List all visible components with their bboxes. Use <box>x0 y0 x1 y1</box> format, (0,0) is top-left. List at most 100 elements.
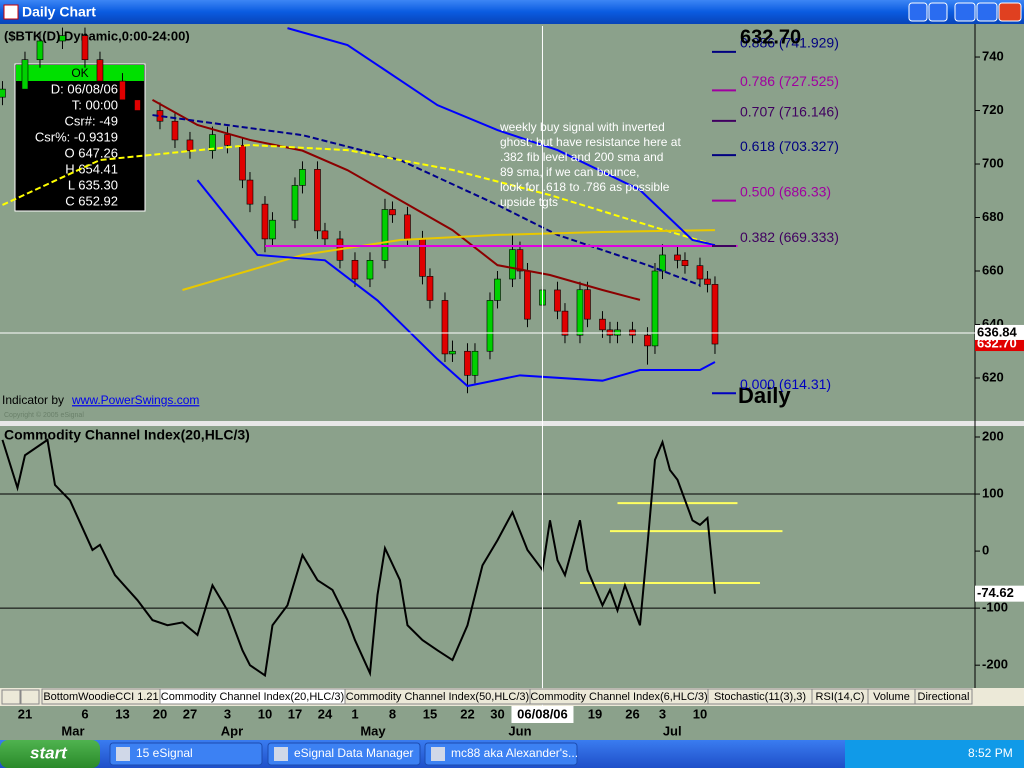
x-tick-label: 6 <box>81 706 88 721</box>
x-tick-label: 26 <box>625 706 639 721</box>
x-tick-label: 06/08/06 <box>517 706 568 721</box>
candle-body <box>314 169 321 232</box>
x-tick-label: 3 <box>659 706 666 721</box>
system-tray <box>845 740 1024 768</box>
annotation-line: ghost; but have resistance here at <box>500 135 681 149</box>
candle-body <box>21 59 29 90</box>
chart-title: ($BTK(D) Dynamic,0:00-24:00) <box>4 28 190 43</box>
x-tick-label: 8 <box>389 706 396 721</box>
month-label: Mar <box>61 723 84 738</box>
y-tick-label: 660 <box>982 262 1004 277</box>
x-tick-label: 22 <box>460 706 474 721</box>
taskbar-item[interactable] <box>267 742 421 766</box>
candle-body <box>584 289 591 320</box>
data-window-header <box>16 65 144 81</box>
candle-body <box>269 219 276 240</box>
taskbar-item-label[interactable]: 15 eSignal <box>136 746 193 760</box>
cursor-price-label: 636.84 <box>977 324 1018 339</box>
minimize-button[interactable] <box>954 2 976 22</box>
candle-body <box>681 260 689 266</box>
taskbar-item[interactable] <box>109 742 263 766</box>
y-tick-label: 100 <box>982 485 1004 500</box>
tab-label[interactable]: RSI(14,C) <box>816 691 865 703</box>
candle-body <box>209 134 216 151</box>
candle-body <box>494 278 501 301</box>
x-tick-label: 20 <box>153 706 167 721</box>
y-tick-label: 0 <box>982 543 989 558</box>
y-tick-label: 720 <box>982 102 1004 117</box>
tab-label[interactable]: Commodity Channel Index(6,HLC/3) <box>530 691 707 703</box>
candle-body <box>441 300 449 355</box>
tab-label[interactable]: BottomWoodieCCI 1.21 <box>43 691 158 703</box>
taskbar-icon[interactable] <box>274 747 288 761</box>
taskbar-icon[interactable] <box>116 747 130 761</box>
cci-line <box>1 438 716 678</box>
candle-body <box>524 270 531 320</box>
copyright: Copyright © 2005 eSignal <box>4 411 84 419</box>
y-tick-label: 700 <box>982 155 1004 170</box>
month-label: May <box>360 723 386 738</box>
window-title: Daily Chart <box>22 4 96 20</box>
candle-body <box>119 80 126 101</box>
candle-body <box>134 99 141 111</box>
candle-body <box>561 310 569 336</box>
restore-button-2[interactable] <box>976 2 998 22</box>
x-tick-label: 30 <box>490 706 504 721</box>
candle-body <box>599 318 606 331</box>
candle-body <box>516 249 524 272</box>
indicator-line <box>196 179 716 388</box>
tab-label[interactable]: Commodity Channel Index(20,HLC/3) <box>161 691 344 703</box>
data-window-row: O 647.26 <box>65 145 119 160</box>
candle-body <box>261 203 269 240</box>
watermark: Daily <box>738 383 791 408</box>
fib-label: 0.382 (669.333) <box>740 229 839 245</box>
tab-label[interactable]: Volume <box>873 691 910 703</box>
data-window-row: T: 00:00 <box>72 97 118 112</box>
clock: 8:52 PM <box>968 746 1013 760</box>
app-icon <box>3 4 19 20</box>
candle-body <box>426 276 434 301</box>
x-tick-label: 13 <box>115 706 129 721</box>
x-tick-label: 10 <box>693 706 707 721</box>
candle-body <box>59 35 66 42</box>
start-label[interactable]: start <box>30 743 68 762</box>
maximize-button[interactable] <box>928 2 948 22</box>
indicator-title: Commodity Channel Index(20,HLC/3) <box>4 427 250 443</box>
data-window-row: H 654.41 <box>65 161 118 176</box>
candle-body <box>36 40 44 61</box>
credit-link[interactable]: www.PowerSwings.com <box>71 393 199 407</box>
candle-body <box>96 59 104 82</box>
x-tick-label: 17 <box>288 706 302 721</box>
tab[interactable] <box>914 688 973 705</box>
taskbar-item[interactable] <box>424 742 578 766</box>
taskbar-item-label[interactable]: eSignal Data Manager <box>294 746 413 760</box>
start-button[interactable] <box>0 740 100 768</box>
candle-body <box>389 209 396 216</box>
title-bar <box>0 0 1024 24</box>
month-label: Jun <box>508 723 531 738</box>
tab-label[interactable]: Stochastic(11(3),3) <box>714 691 806 703</box>
annotation-line: .382 fib level and 200 sma and <box>500 150 663 164</box>
candle-body <box>351 260 359 280</box>
restore-button[interactable] <box>908 2 928 22</box>
tab-scroll-right[interactable] <box>20 689 40 705</box>
taskbar-item-label[interactable]: mc88 aka Alexander's... <box>451 746 578 760</box>
tab-label[interactable]: Directional <box>918 691 970 703</box>
tab-label[interactable]: Commodity Channel Index(50,HLC/3) <box>346 691 529 703</box>
tab-scroll-left[interactable] <box>1 689 21 705</box>
candle-body <box>186 139 194 151</box>
x-tick-label: 27 <box>183 706 197 721</box>
taskbar-icon[interactable] <box>431 747 445 761</box>
close-button[interactable] <box>998 2 1022 22</box>
cci-value-label: -74.62 <box>977 585 1014 600</box>
candle-body <box>659 254 666 272</box>
candle-body <box>509 249 516 280</box>
candle-body <box>224 134 231 146</box>
candle-body <box>674 254 681 261</box>
candle-body <box>291 185 299 221</box>
candle-body <box>171 120 179 141</box>
annotation-line: weekly buy signal with inverted <box>499 120 665 134</box>
candle-body <box>299 169 306 186</box>
fib-label: 0.786 (727.525) <box>740 73 839 89</box>
candle-body <box>711 284 719 345</box>
